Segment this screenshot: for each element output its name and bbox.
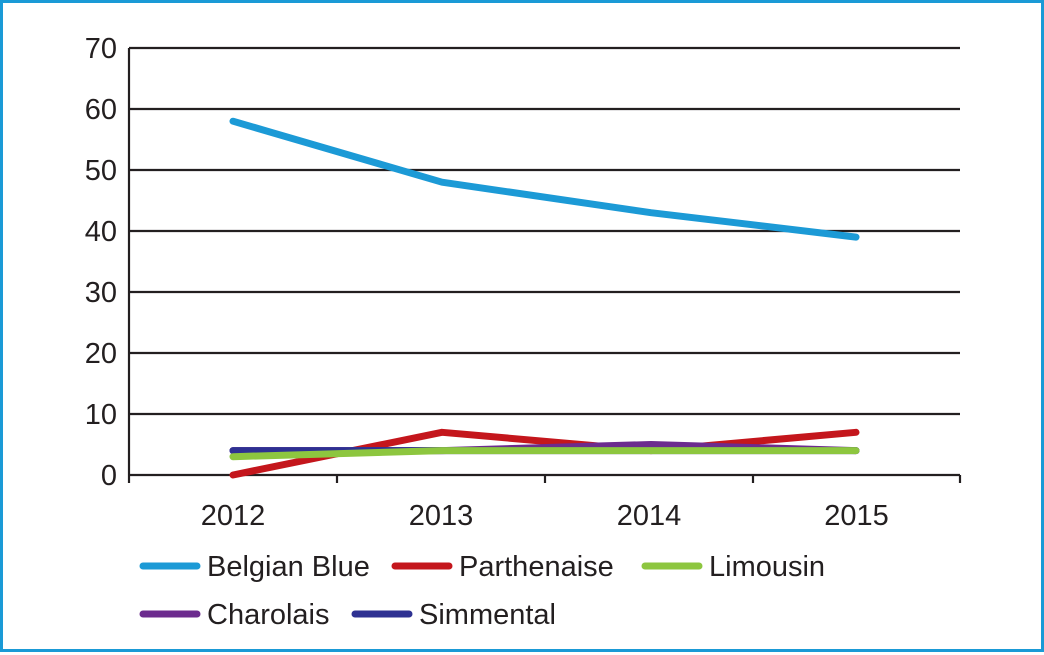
- y-tick-label-60: 60: [85, 94, 117, 126]
- legend-item-simmental: Simmental: [351, 599, 556, 631]
- legend-item-parthenaise: Parthenaise: [391, 551, 614, 583]
- series-line-belgian-blue: [229, 117, 860, 241]
- legend-item-charolais: Charolais: [139, 599, 330, 631]
- legend-item-limousin: Limousin: [641, 551, 825, 583]
- line-chart: 0 10 20 30 40 50 60 70 2012 2013 2014 2015 Belgian…: [85, 33, 962, 631]
- axes: [127, 48, 962, 483]
- y-tick-label-40: 40: [85, 216, 117, 248]
- legend-item-belgian-blue: Belgian Blue: [139, 551, 370, 583]
- x-tick-label-2012: 2012: [201, 500, 266, 532]
- y-tick-label-10: 10: [85, 399, 117, 431]
- legend-label: Limousin: [709, 551, 825, 583]
- y-tick-label-50: 50: [85, 155, 117, 187]
- legend-label: Simmental: [419, 599, 556, 631]
- series-line-limousin: [229, 447, 860, 461]
- x-axis-ticks: 2012 2013 2014 2015: [201, 500, 889, 532]
- y-tick-label-70: 70: [85, 33, 117, 65]
- y-tick-label-20: 20: [85, 338, 117, 370]
- series-lines: [229, 117, 860, 479]
- x-tick-label-2014: 2014: [617, 500, 682, 532]
- legend-label: Belgian Blue: [207, 551, 370, 583]
- y-tick-label-0: 0: [101, 460, 117, 492]
- y-tick-label-30: 30: [85, 277, 117, 309]
- legend: Belgian Blue Parthenaise Limousin Charolais…: [139, 551, 825, 631]
- x-tick-label-2015: 2015: [824, 500, 889, 532]
- gridlines: [129, 46, 960, 416]
- x-tick-label-2013: 2013: [409, 500, 474, 532]
- legend-label: Charolais: [207, 599, 330, 631]
- legend-label: Parthenaise: [459, 551, 614, 583]
- y-axis-ticks: 0 10 20 30 40 50 60 70: [85, 33, 117, 492]
